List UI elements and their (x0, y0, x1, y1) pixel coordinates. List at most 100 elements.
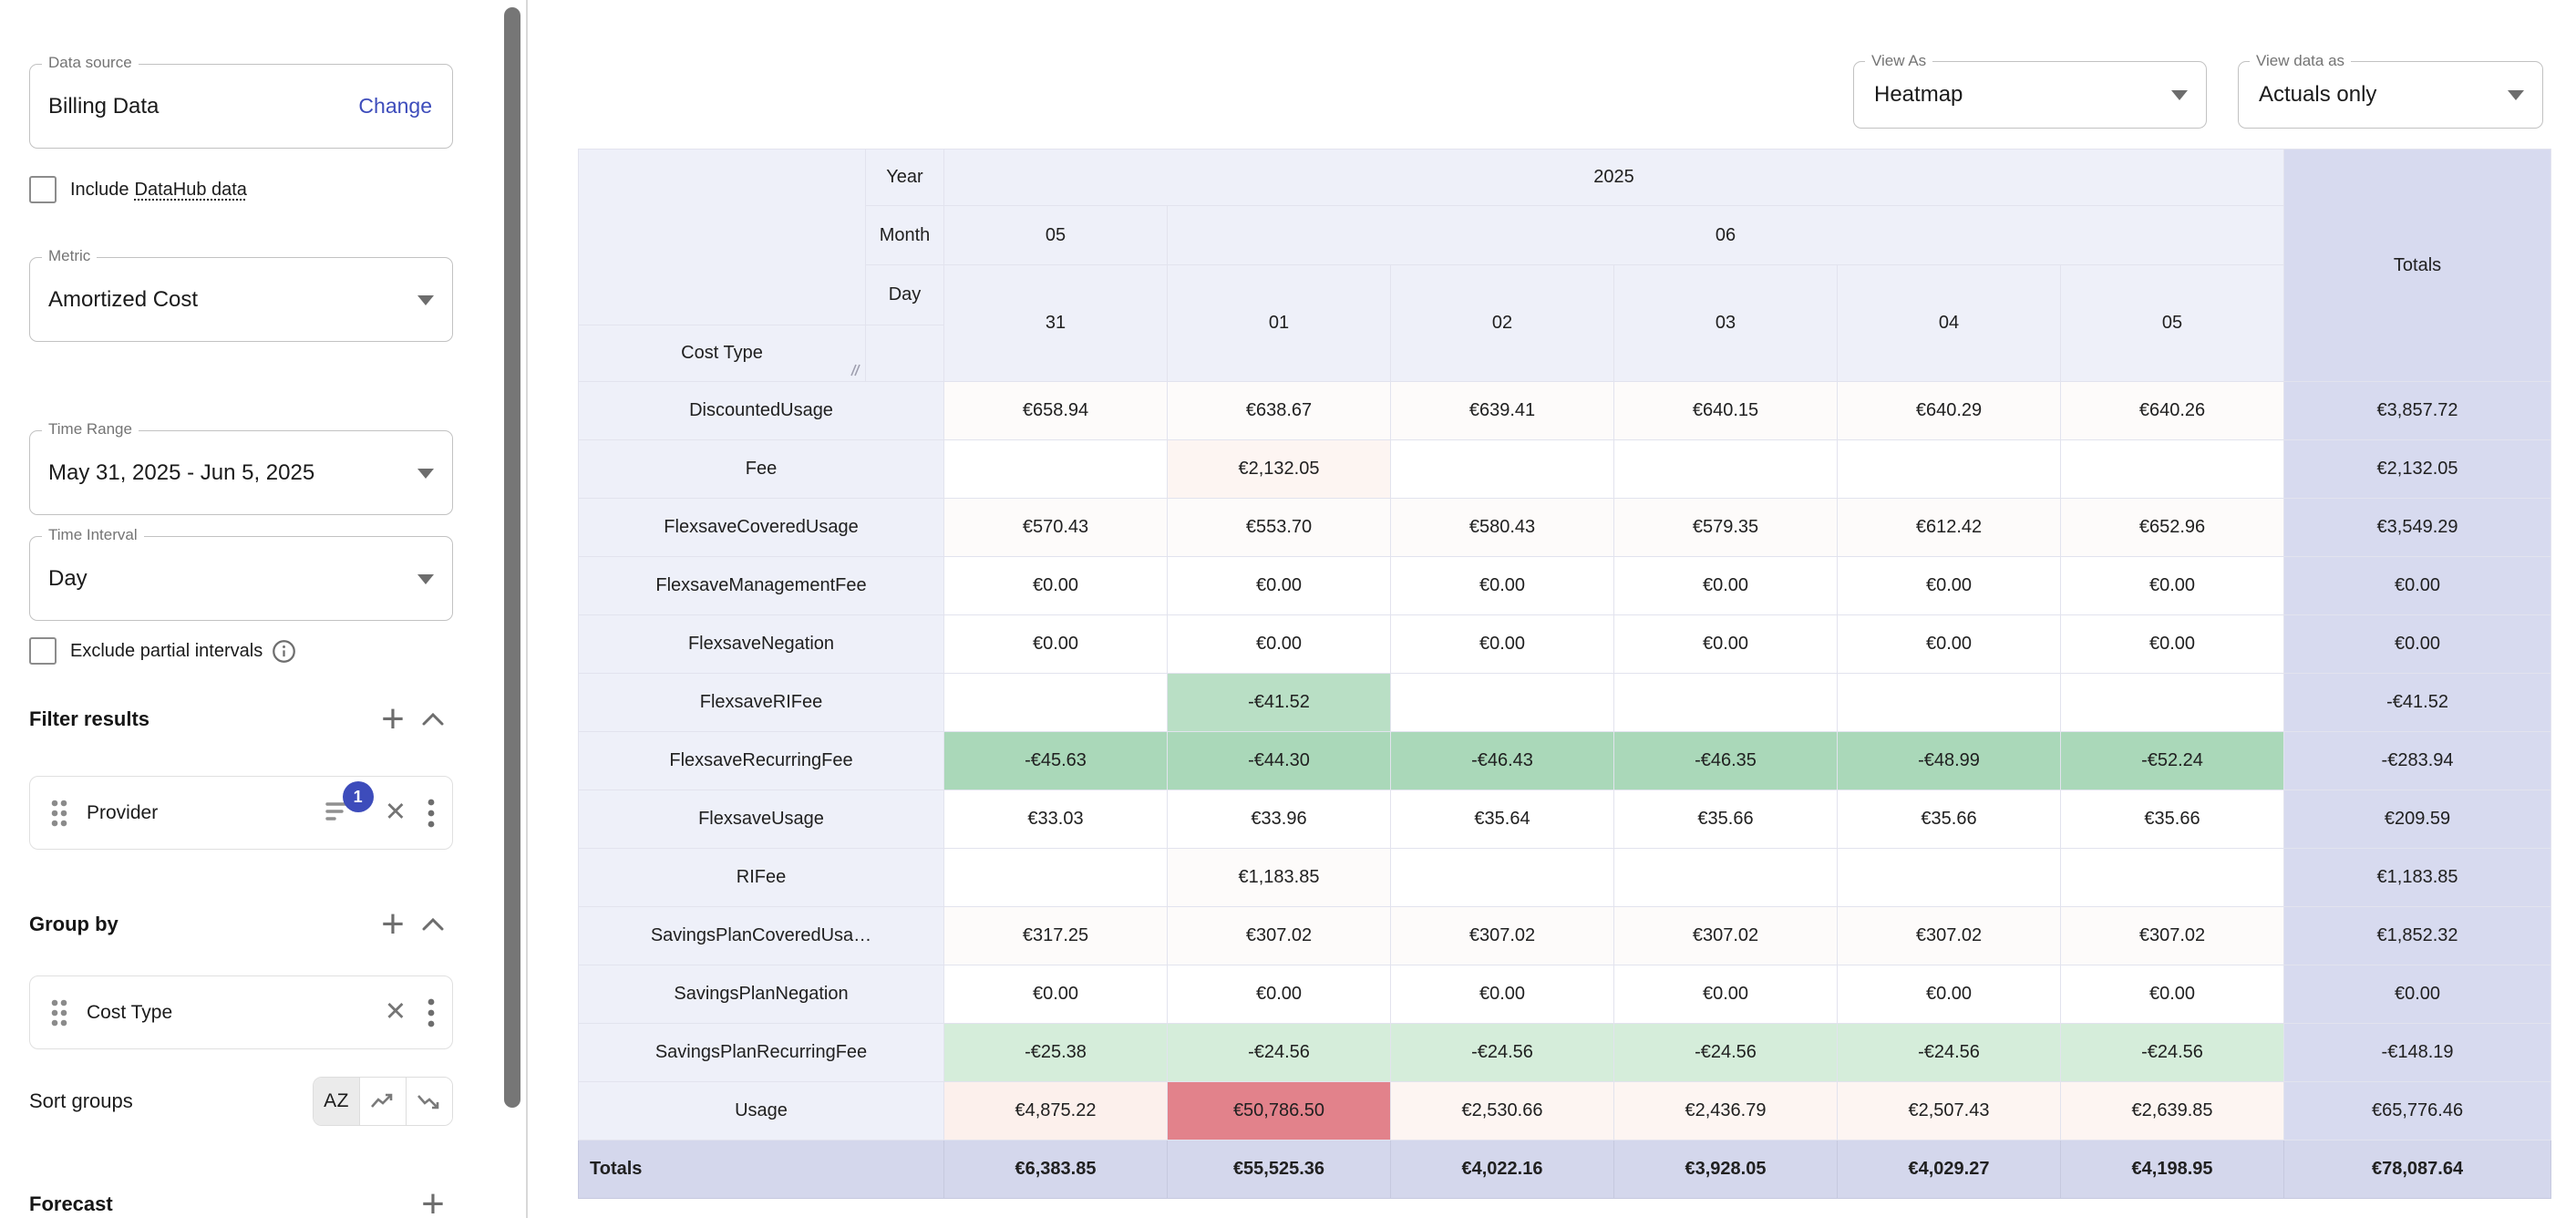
add-forecast-button[interactable]: + (413, 1184, 453, 1218)
value-cell: -€52.24 (2061, 732, 2284, 790)
row-total-cell: €3,549.29 (2284, 499, 2551, 557)
table-row: DiscountedUsage€658.94€638.67€639.41€640… (579, 382, 2551, 440)
value-cell: €307.02 (2061, 907, 2284, 965)
view-as-select[interactable]: View As Heatmap (1853, 61, 2207, 129)
row-label: FlexsaveCoveredUsage (579, 499, 944, 557)
value-cell: -€44.30 (1168, 732, 1391, 790)
month-header: 05 (944, 206, 1168, 265)
day-header: 31 (944, 265, 1168, 382)
caret-down-icon (417, 295, 434, 305)
row-label: FlexsaveUsage (579, 790, 944, 849)
totals-row-label: Totals (579, 1141, 944, 1199)
group-by-title: Group by (29, 913, 373, 936)
collapse-filters-button[interactable] (413, 699, 453, 739)
value-cell (1391, 849, 1614, 907)
sort-ascending-button[interactable] (359, 1078, 406, 1125)
change-data-source-link[interactable]: Change (358, 65, 432, 148)
value-cell: €0.00 (1838, 557, 2061, 615)
datahub-data-link[interactable]: DataHub data (135, 180, 247, 200)
plus-icon: + (381, 699, 405, 739)
value-cell: €553.70 (1168, 499, 1391, 557)
row-total-cell: -€41.52 (2284, 674, 2551, 732)
time-range-value: May 31, 2025 - Jun 5, 2025 (30, 431, 452, 514)
table-row: FlexsaveRecurringFee-€45.63-€44.30-€46.4… (579, 732, 2551, 790)
filter-chip-provider[interactable]: Provider 1 ✕ (29, 776, 453, 850)
drag-handle-icon[interactable] (48, 798, 70, 829)
row-total-cell: €1,183.85 (2284, 849, 2551, 907)
kebab-menu-icon[interactable] (427, 996, 436, 1029)
view-data-as-select[interactable]: View data as Actuals only (2238, 61, 2543, 129)
cost-type-header: Cost Type (579, 325, 866, 382)
value-cell: €1,183.85 (1168, 849, 1391, 907)
sort-descending-button[interactable] (406, 1078, 452, 1125)
value-cell: €612.42 (1838, 499, 2061, 557)
value-cell (1614, 440, 1838, 499)
value-cell: €579.35 (1614, 499, 1838, 557)
value-cell: €0.00 (944, 615, 1168, 674)
view-as-label: View As (1865, 52, 1932, 70)
row-total-cell: -€283.94 (2284, 732, 2551, 790)
value-cell: €0.00 (1168, 615, 1391, 674)
value-cell: -€24.56 (1838, 1024, 2061, 1082)
value-cell: €3,928.05 (1614, 1141, 1838, 1199)
value-cell: €0.00 (2061, 557, 2284, 615)
column-resize-handle[interactable] (846, 363, 860, 377)
chevron-up-icon (420, 916, 446, 933)
row-total-cell: €0.00 (2284, 557, 2551, 615)
sidebar-scrollbar-thumb[interactable] (504, 7, 520, 1108)
day-header: 05 (2061, 265, 2284, 382)
time-interval-value: Day (30, 537, 452, 620)
time-interval-select[interactable]: Time Interval Day (29, 536, 453, 621)
value-cell: €33.03 (944, 790, 1168, 849)
caret-down-icon (2508, 90, 2524, 100)
row-total-cell: €0.00 (2284, 965, 2551, 1024)
value-cell: €307.02 (1838, 907, 2061, 965)
include-datahub-label: IncludeDataHub data (70, 180, 247, 201)
add-filter-button[interactable]: + (373, 699, 413, 739)
collapse-groups-button[interactable] (413, 904, 453, 944)
value-cell: -€46.35 (1614, 732, 1838, 790)
value-cell: €35.66 (1838, 790, 2061, 849)
value-cell: €0.00 (1168, 965, 1391, 1024)
value-cell: -€48.99 (1838, 732, 2061, 790)
table-row: SavingsPlanNegation€0.00€0.00€0.00€0.00€… (579, 965, 2551, 1024)
metric-select[interactable]: Metric Amortized Cost (29, 257, 453, 342)
month-axis-label: Month (866, 206, 944, 265)
day-header: 03 (1614, 265, 1838, 382)
table-row: Fee€2,132.05€2,132.05 (579, 440, 2551, 499)
value-cell: €307.02 (1391, 907, 1614, 965)
group-by-header: Group by + (29, 904, 453, 944)
sort-alphabetical-button[interactable]: AZ (314, 1078, 359, 1125)
caret-down-icon (417, 574, 434, 584)
group-chip-cost-type[interactable]: Cost Type ✕ (29, 975, 453, 1049)
value-cell (1614, 674, 1838, 732)
filter-chip-label: Provider (87, 802, 325, 824)
value-cell (1391, 674, 1614, 732)
remove-group-button[interactable]: ✕ (385, 999, 407, 1026)
info-icon[interactable] (272, 639, 296, 664)
table-row: Usage€4,875.22€50,786.50€2,530.66€2,436.… (579, 1082, 2551, 1141)
totals-column-header: Totals (2284, 150, 2551, 382)
value-cell: €50,786.50 (1168, 1082, 1391, 1141)
drag-handle-icon[interactable] (48, 997, 70, 1028)
value-cell: €4,029.27 (1838, 1141, 2061, 1199)
value-cell: €640.29 (1838, 382, 2061, 440)
table-row: FlexsaveNegation€0.00€0.00€0.00€0.00€0.0… (579, 615, 2551, 674)
time-range-select[interactable]: Time Range May 31, 2025 - Jun 5, 2025 (29, 430, 453, 515)
table-row: SavingsPlanRecurringFee-€25.38-€24.56-€2… (579, 1024, 2551, 1082)
remove-filter-button[interactable]: ✕ (385, 800, 407, 826)
add-group-button[interactable]: + (373, 904, 413, 944)
row-label: Fee (579, 440, 944, 499)
value-cell: €0.00 (1168, 557, 1391, 615)
filter-settings-button[interactable]: 1 (325, 798, 352, 828)
include-datahub-checkbox[interactable] (29, 176, 57, 203)
filter-results-title: Filter results (29, 707, 373, 731)
kebab-menu-icon[interactable] (427, 797, 436, 830)
row-total-cell: €3,857.72 (2284, 382, 2551, 440)
view-data-as-value: Actuals only (2239, 62, 2542, 128)
totals-row: Totals€6,383.85€55,525.36€4,022.16€3,928… (579, 1141, 2551, 1199)
caret-down-icon (417, 469, 434, 479)
month-header: 06 (1168, 206, 2284, 265)
exclude-partial-checkbox[interactable] (29, 637, 57, 665)
table-row: FlexsaveUsage€33.03€33.96€35.64€35.66€35… (579, 790, 2551, 849)
